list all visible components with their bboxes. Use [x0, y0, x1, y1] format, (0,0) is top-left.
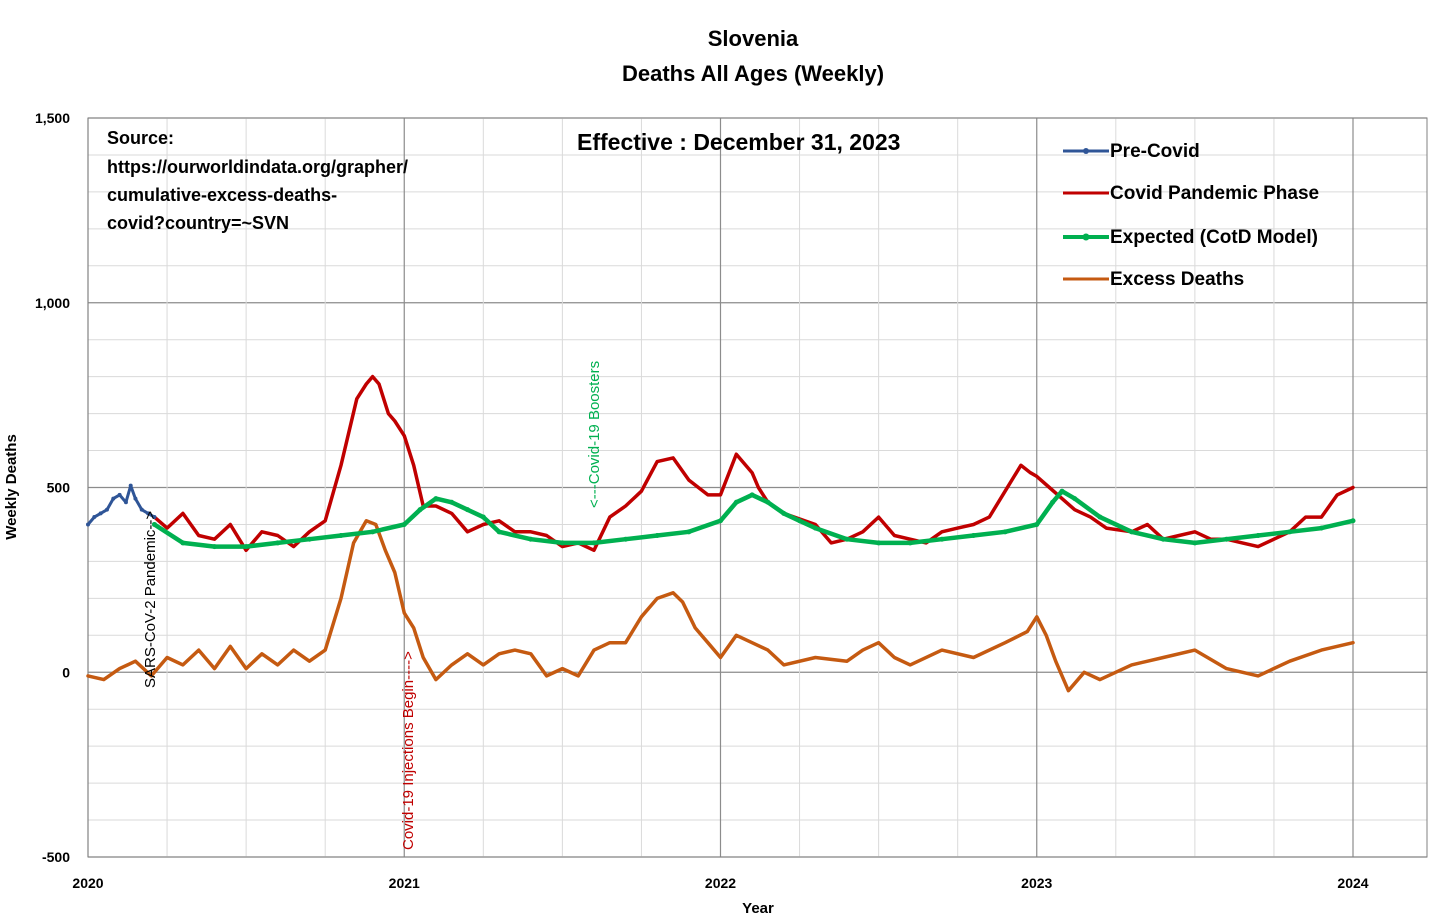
series-point-2 [654, 533, 660, 539]
annotation-pandemic: SARS-CoV-2 Pandemic--> [142, 511, 159, 688]
series-point-2 [338, 533, 344, 539]
source-line-4: covid?country=~SVN [107, 213, 289, 233]
series-point-2 [765, 499, 771, 505]
series-point-2 [733, 499, 739, 505]
series-point-2 [971, 533, 976, 539]
series-point-2 [1224, 536, 1229, 542]
x-tick-label: 2020 [72, 875, 103, 891]
x-tick-label: 2022 [705, 875, 736, 891]
series-point-2 [1034, 521, 1040, 527]
series-point-2 [844, 536, 850, 542]
legend-marker-expected [1082, 233, 1090, 241]
series-point-0 [128, 483, 133, 488]
legend-label-excess: Excess Deaths [1110, 269, 1244, 290]
series-point-0 [98, 511, 103, 516]
annotation-boosters: <---Covid-19 Boosters [586, 361, 603, 508]
x-axis: 2020 2021 2022 2023 2024 [72, 875, 1368, 891]
series-point-2 [1192, 540, 1198, 546]
y-axis: -500 0 500 1,000 1,500 [35, 110, 70, 865]
series-point-0 [152, 515, 157, 520]
y-tick-label: 1,500 [35, 110, 70, 126]
source-line-3: cumulative-excess-deaths- [107, 185, 337, 205]
series-point-0 [133, 496, 138, 501]
effective-date: Effective : December 31, 2023 [577, 129, 900, 155]
series-point-2 [243, 544, 249, 550]
series-point-2 [559, 540, 565, 546]
legend-label-expected: Expected (CotD Model) [1110, 227, 1318, 248]
y-tick-label: 0 [62, 664, 70, 680]
grid [87, 117, 1427, 858]
series-line-2 [152, 488, 1356, 549]
series-point-2 [907, 540, 913, 546]
series-point-2 [781, 510, 787, 516]
x-axis-label: Year [742, 900, 774, 917]
series-point-2 [496, 529, 502, 535]
series-point-2 [1072, 496, 1078, 502]
series-layer [86, 374, 1356, 693]
series-point-2 [275, 540, 281, 546]
series-point-0 [86, 522, 90, 527]
series-point-2 [749, 492, 755, 498]
series-point-0 [146, 511, 151, 516]
source-line-2: https://ourworldindata.org/grapher/ [107, 157, 408, 177]
series-point-0 [104, 507, 109, 512]
series-point-2 [480, 514, 486, 520]
plot-area-border [87, 117, 1428, 858]
legend-label-pre-covid: Pre-Covid [1110, 141, 1200, 162]
series-point-2 [306, 536, 312, 542]
x-tick-label: 2021 [389, 875, 420, 891]
series-point-2 [151, 521, 157, 527]
series-point-2 [1255, 533, 1261, 539]
series-point-2 [1059, 488, 1065, 494]
series-point-2 [212, 544, 217, 550]
y-tick-label: 1,000 [35, 295, 70, 311]
legend-marker-pre-covid [1083, 148, 1089, 154]
legend: Pre-Covid Covid Pandemic Phase Expected … [1063, 141, 1319, 290]
series-point-2 [939, 536, 945, 542]
series-point-2 [1097, 514, 1103, 520]
series-point-2 [797, 518, 803, 524]
series-point-2 [401, 521, 407, 527]
series-point-2 [449, 499, 455, 505]
series-point-2 [876, 540, 882, 546]
annotation-injections: Covid-19 Injections Begin----> [400, 651, 417, 850]
y-tick-label: -500 [42, 849, 70, 865]
x-tick-label: 2024 [1337, 875, 1368, 891]
series-point-0 [92, 515, 97, 520]
series-point-2 [417, 507, 423, 513]
y-axis-label: Weekly Deaths [3, 434, 20, 540]
series-point-0 [111, 496, 116, 501]
y-tick-label: 500 [47, 480, 71, 496]
series-point-2 [718, 518, 723, 524]
series-point-2 [1002, 529, 1008, 535]
chart-subtitle: Deaths All Ages (Weekly) [622, 61, 884, 86]
series-point-2 [1129, 529, 1135, 535]
source-box: Source: https://ourworldindata.org/graph… [107, 128, 408, 233]
series-point-2 [812, 525, 818, 531]
series-point-2 [1318, 525, 1324, 531]
series-point-2 [1050, 499, 1056, 505]
series-point-0 [117, 492, 122, 497]
series-point-2 [686, 529, 692, 535]
series-point-2 [1350, 518, 1356, 524]
series-point-0 [123, 500, 128, 505]
source-line-1: Source: [107, 128, 174, 148]
series-line-1 [152, 374, 1355, 553]
series-point-2 [591, 540, 597, 546]
series-point-2 [465, 507, 470, 513]
series-point-2 [1287, 529, 1293, 535]
series-point-2 [1160, 536, 1166, 542]
series-point-2 [623, 536, 629, 542]
series-point-2 [180, 540, 186, 546]
legend-label-pandemic: Covid Pandemic Phase [1110, 183, 1319, 204]
chart-title: Slovenia [708, 26, 799, 51]
series-point-2 [370, 529, 376, 535]
series-point-2 [528, 536, 534, 542]
series-line-3 [86, 519, 1355, 693]
series-point-0 [139, 507, 144, 512]
x-tick-label: 2023 [1021, 875, 1052, 891]
series-point-2 [433, 496, 439, 502]
